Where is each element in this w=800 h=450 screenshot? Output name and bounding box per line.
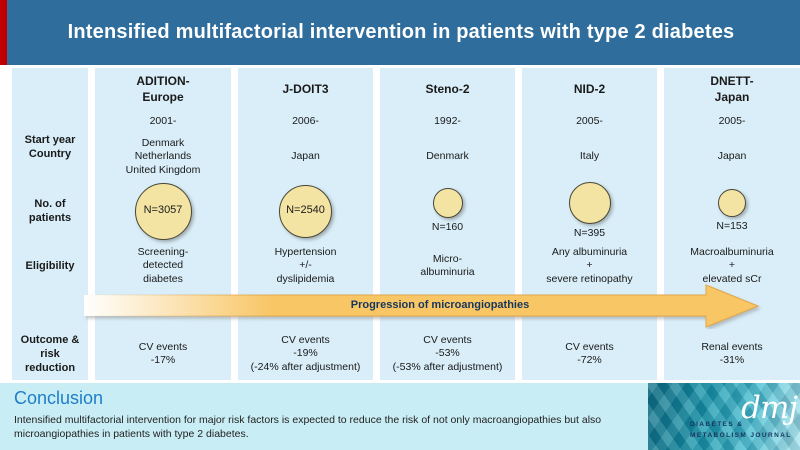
study-start-year: 2005- <box>718 115 746 128</box>
study-name: Steno-2 <box>425 82 470 97</box>
journal-logo-abbr: dmj <box>741 390 798 426</box>
patients-count: N=160 <box>431 220 464 233</box>
study-start-year: 2006- <box>292 115 319 128</box>
progression-arrow-icon <box>83 284 760 328</box>
study-start-year: 2001- <box>149 115 177 128</box>
patients-count: N=2540 <box>286 204 325 217</box>
title-bar: Intensified multifactorial intervention … <box>0 0 800 65</box>
study-name: ADITION- Europe <box>136 74 190 104</box>
study-eligibility: Screening- detected diabetes <box>137 246 189 285</box>
study-column-steno-2: Steno-2 1992- Denmark N=160 Micro- album… <box>380 68 515 380</box>
study-patients: N=395 <box>522 181 657 240</box>
study-outcome: CV events -53% (-53% after adjustment) <box>392 334 503 373</box>
study-start-year: 1992- <box>434 115 461 128</box>
study-column-nid-2: NID-2 2005- Italy N=395 Any albuminuria … <box>522 68 657 380</box>
journal-name-line2: METABOLISM JOURNAL <box>690 431 792 439</box>
study-country: Denmark <box>426 150 469 163</box>
study-country: Denmark Netherlands United Kingdom <box>125 137 201 176</box>
study-country: Japan <box>291 150 320 163</box>
journal-logo: dmj DIABETES & METABOLISM JOURNAL <box>648 383 800 450</box>
patients-circle: N=3057 <box>134 182 192 240</box>
study-column-adition-europe: ADITION- Europe 2001- Denmark Netherland… <box>95 68 231 380</box>
patients-count: N=153 <box>716 219 748 232</box>
conclusion-text: Intensified multifactorial intervention … <box>14 414 602 441</box>
slide-title: Intensified multifactorial intervention … <box>67 21 735 43</box>
study-outcome: CV events -72% <box>565 340 614 366</box>
journal-logo-name: DIABETES & METABOLISM JOURNAL <box>690 420 792 441</box>
patients-circle <box>568 181 611 224</box>
studies-table: Start year Country No. of patients Eligi… <box>12 68 800 380</box>
row-label-no-of-patients: No. of patients <box>28 197 72 224</box>
study-eligibility: Any albuminuria + severe retinopathy <box>546 246 633 285</box>
patients-circle <box>432 187 463 218</box>
red-accent-strip <box>0 0 7 65</box>
study-column-j-doit3: J-DOIT3 2006- Japan N=2540 Hypertension … <box>238 68 373 380</box>
study-name: J-DOIT3 <box>282 82 329 97</box>
row-label-outcome: Outcome & risk reduction <box>20 333 80 375</box>
study-patients: N=3057 <box>95 182 231 240</box>
row-labels-column: Start year Country No. of patients Eligi… <box>12 68 88 380</box>
study-name: NID-2 <box>573 82 606 97</box>
study-country: Japan <box>717 150 747 163</box>
study-start-year: 2005- <box>576 115 603 128</box>
study-outcome: Renal events -31% <box>701 340 763 366</box>
study-patients: N=153 <box>664 182 800 240</box>
study-country: Italy <box>579 150 600 163</box>
row-label-eligibility: Eligibility <box>25 259 75 272</box>
study-eligibility: Hypertension +/- dyslipidemia <box>274 246 337 285</box>
study-outcome: CV events -19% (-24% after adjustment) <box>250 334 361 373</box>
journal-name-line1: DIABETES & <box>690 421 744 429</box>
study-patients: N=2540 <box>238 182 373 240</box>
study-eligibility: Micro- albuminuria <box>420 252 475 278</box>
patients-circle: N=2540 <box>279 184 332 238</box>
study-outcome: CV events -17% <box>138 340 188 366</box>
study-name: DNETT- Japan <box>710 74 754 104</box>
patients-count: N=395 <box>573 226 606 239</box>
study-patients: N=160 <box>380 182 515 240</box>
conclusion-heading: Conclusion <box>14 388 104 408</box>
patients-circle <box>718 188 746 217</box>
patients-count: N=3057 <box>143 204 183 217</box>
row-label-start-year-country: Start year Country <box>24 133 76 160</box>
study-column-dnett-japan: DNETT- Japan 2005- Japan N=153 Macroalbu… <box>664 68 800 380</box>
study-eligibility: Macroalbuminuria + elevated sCr <box>690 246 774 285</box>
